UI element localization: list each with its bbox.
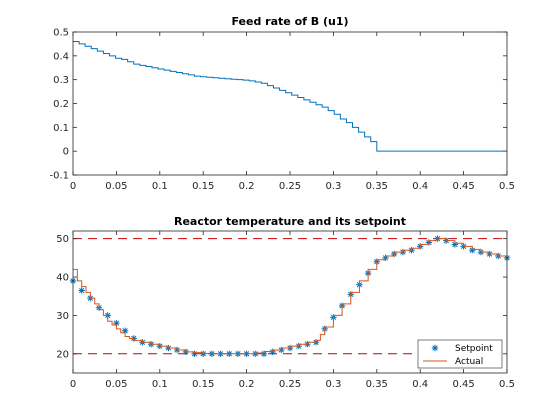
y-tick-label: 0.5: [53, 28, 69, 39]
y-tick-label: 50: [56, 234, 69, 245]
x-tick-label: 0.05: [105, 181, 127, 192]
y-tick-label: 0.3: [53, 75, 69, 86]
x-tick-label: 0.5: [499, 181, 515, 192]
feed-rate-chart: Feed rate of B (u1) 0 0.05 0.1 0.15 0.2 0.25 0…: [49, 15, 514, 192]
x-tick-label: 0.15: [192, 379, 214, 390]
actual-series-line: [73, 238, 508, 355]
x-tick-label: 0.45: [452, 379, 474, 390]
legend-box: [417, 339, 503, 369]
y-tick-label: 0.1: [53, 123, 69, 134]
x-tick-label: 0.4: [412, 379, 428, 390]
legend-setpoint-marker: [431, 344, 439, 352]
x-tick-label: 0.4: [412, 181, 428, 192]
y-tick-label: 40: [56, 273, 69, 284]
y-tick-label: 20: [56, 349, 69, 360]
x-tick-label: 0: [70, 379, 76, 390]
x-tick-label: 0.1: [152, 379, 168, 390]
feed-rate-title: Feed rate of B (u1): [231, 15, 348, 28]
legend: Setpoint Actual: [417, 339, 503, 369]
x-tick-label: 0.5: [499, 379, 515, 390]
x-tick-label: 0.45: [452, 181, 474, 192]
legend-setpoint-label: Setpoint: [455, 344, 493, 354]
feed-rate-plot-area: [72, 31, 508, 176]
x-tick-label: 0.05: [105, 379, 127, 390]
x-tick-label: 0: [70, 181, 76, 192]
x-tick-label: 0.25: [279, 379, 301, 390]
legend-actual-label: Actual: [455, 357, 483, 367]
x-tick-label: 0.15: [192, 181, 214, 192]
x-tick-label: 0.1: [152, 181, 168, 192]
x-tick-label: 0.35: [366, 379, 388, 390]
x-tick-label: 0.25: [279, 181, 301, 192]
y-tick-label: 0: [63, 147, 69, 158]
y-tick-label: 0.2: [53, 99, 69, 110]
y-tick-label: 0.4: [53, 51, 69, 62]
y-tick-label: 30: [56, 311, 69, 322]
reactor-temperature-title: Reactor temperature and its setpoint: [174, 215, 406, 228]
feed-rate-series-line: [73, 41, 507, 152]
x-tick-label: 0.2: [239, 379, 255, 390]
x-tick-label: 0.3: [325, 181, 341, 192]
reactor-temperature-chart: Reactor temperature and its setpoint 0 0.…: [56, 215, 515, 390]
x-tick-label: 0.2: [239, 181, 255, 192]
y-tick-label: -0.1: [49, 171, 69, 182]
setpoint-point: [78, 287, 85, 294]
x-tick-label: 0.35: [366, 181, 388, 192]
x-tick-label: 0.3: [325, 379, 341, 390]
reactor-temperature-plot-area: [72, 230, 508, 374]
